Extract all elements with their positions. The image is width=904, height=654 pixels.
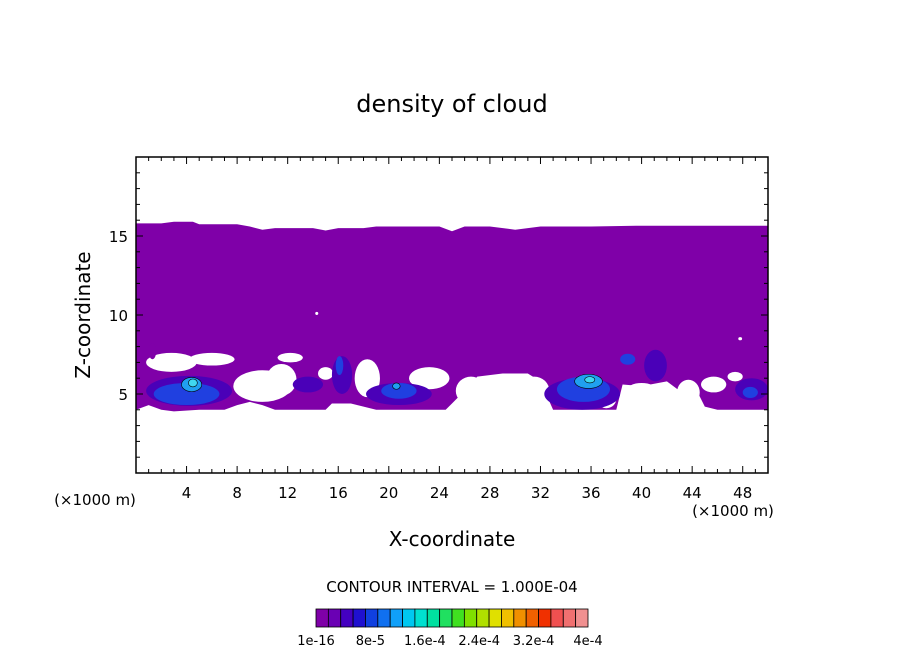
x-tick-label: 36 [581,484,600,502]
cloud-density-cells [146,343,768,410]
colorbar-swatch [538,608,552,628]
cloud-gap-11 [626,382,657,399]
x-tick-label: 28 [480,484,499,502]
cloud-gap-16 [738,337,743,341]
plot-area [136,221,768,412]
density-cell-17 [742,386,758,398]
colorbar-swatch [315,608,329,628]
colorbar-swatch [365,608,379,628]
y-tick-label: 5 [118,386,128,404]
cloud-gap-14 [727,371,743,382]
density-cell-15 [644,349,667,382]
y-axis-label: Z-coordinate [71,251,95,378]
chart-title: density of cloud [356,90,547,118]
colorbar-label: 4e-4 [573,634,602,649]
cloud-gap-12 [676,379,700,406]
y-tick-label: 10 [109,307,128,325]
density-cell-18 [148,343,157,360]
x-tick-label: 48 [733,484,752,502]
cloud-gap-13 [701,376,727,393]
colorbar-swatch [439,608,453,628]
density-cell-1 [153,382,220,406]
cloud-gap-4 [277,352,303,363]
colorbar-swatch [501,608,515,628]
colorbar-swatch [327,608,342,628]
cloud-gap-8 [455,376,487,406]
cloud-gap-6 [318,367,334,380]
x-axis-label: X-coordinate [389,527,516,551]
colorbar-swatch [562,608,577,628]
x-tick-label: 32 [531,484,550,502]
colorbar-swatch [414,608,428,628]
colorbar-swatch [402,608,416,628]
x-unit-left: (×1000 m) [54,491,136,509]
density-cell-13 [584,376,596,384]
colorbar-swatch [340,608,354,628]
density-cell-8 [381,382,417,399]
cloud-gap-7 [409,367,450,390]
cloud-gap-1 [189,352,235,366]
density-cell-4 [292,376,324,393]
density-cell-9 [392,382,401,390]
cloud-gap-3 [266,363,297,396]
density-cell-14 [620,353,636,365]
y-axis-ticks: 5 10 15 [109,172,768,458]
cloud-gap-0 [146,352,197,372]
cloud-gap-15 [315,311,319,316]
colorbar-swatch [575,608,589,628]
colorbar-swatch [488,608,502,628]
colorbar-label: 8e-5 [356,634,385,649]
colorbar-swatch [389,608,403,628]
cloud-gap-9 [518,376,550,406]
x-axis-ticks: 4 8 12 16 20 24 28 32 36 40 44 48 [148,157,756,502]
colorbar-label: 2.4e-4 [458,634,500,649]
colorbar-swatch [513,608,527,628]
colorbar-swatch [426,608,441,628]
colorbar-swatch [550,608,564,628]
x-tick-label: 12 [278,484,297,502]
colorbar-swatch [476,608,490,628]
y-tick-label: 15 [109,228,128,246]
colorbar-swatch [377,608,391,628]
colorbar [315,608,589,628]
colorbar-label: 3.2e-4 [513,634,555,649]
colorbar-label: 1.6e-4 [404,634,446,649]
x-tick-label: 24 [430,484,449,502]
x-tick-label: 16 [329,484,348,502]
x-tick-label: 8 [232,484,242,502]
colorbar-label: 1e-16 [297,634,335,649]
x-tick-label: 44 [683,484,702,502]
contour-interval-text: CONTOUR INTERVAL = 1.000E-04 [326,578,577,596]
density-cell-6 [335,356,344,376]
x-tick-label: 4 [182,484,192,502]
x-unit-right: (×1000 m) [692,502,774,520]
colorbar-labels: 1e-16 8e-5 1.6e-4 2.4e-4 3.2e-4 4e-4 [297,634,602,649]
cloud-envelope [136,221,768,412]
x-tick-label: 20 [379,484,398,502]
x-tick-label: 40 [632,484,651,502]
colorbar-swatch [451,608,465,628]
colorbar-swatch [352,608,366,628]
density-cell-3 [188,378,198,388]
colorbar-swatch [463,608,478,628]
colorbar-swatch [525,608,539,628]
